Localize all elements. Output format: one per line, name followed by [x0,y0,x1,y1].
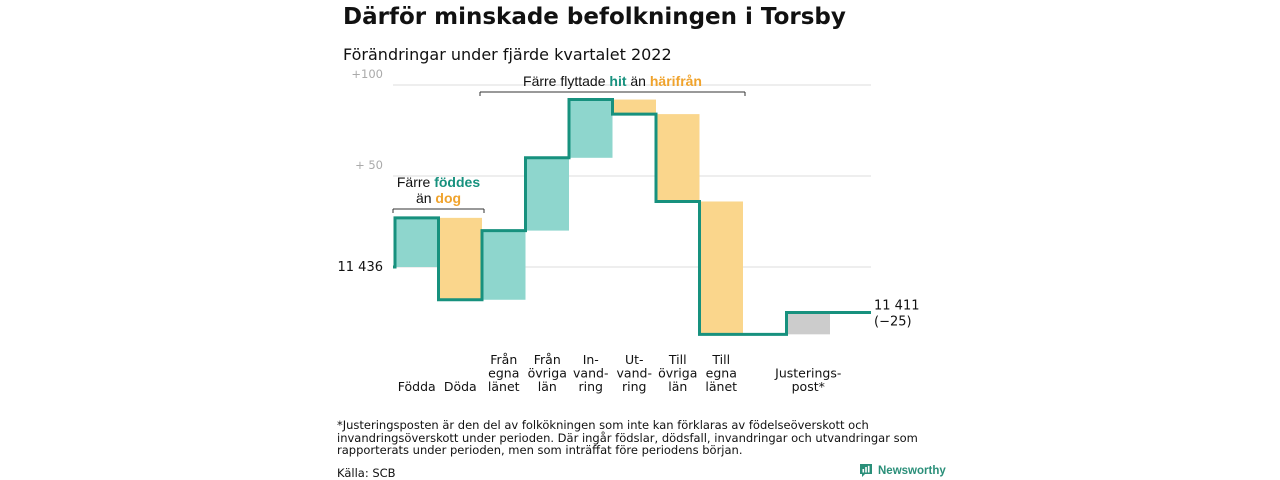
annotation-text: Färre flyttade hit än härifrån [523,73,702,89]
newsworthy-logo-icon [860,464,872,477]
category-label: Justerings-post* [774,366,841,395]
annotation-text: Färre föddes [397,174,480,190]
bar [656,114,700,202]
category-label: Döda [444,379,477,394]
category-label: Till egna länet [705,352,737,394]
bar [786,312,830,335]
bar [699,201,743,335]
bar [482,230,526,300]
footnote: *Justeringsposten är den del av folkökni… [337,418,918,457]
brand-name: Newsworthy [878,464,946,477]
category-label: Från egna länet [488,352,520,394]
cumulative-step-line [393,98,871,336]
chart-title: Därför minskade befolkningen i Torsby [343,4,846,30]
bar [569,99,613,158]
y-tick-label: +100 [351,67,383,81]
category-label: In-vand-ring [573,352,608,394]
chart-subtitle: Förändringar under fjärde kvartalet 2022 [343,45,672,64]
bars [395,99,830,335]
annotation-text: än dog [416,190,461,206]
bar [525,157,569,231]
bar [612,99,656,115]
start-value-label: 11 436 [338,260,384,275]
category-label: Födda [398,379,436,394]
category-label: Ut-vand-ring [617,352,652,394]
source-label: Källa: SCB [337,466,396,480]
bar [395,217,439,267]
brand-logo: Newsworthy [859,463,946,478]
waterfall-chart: +100 + 50 11 436 11 411(−25) Födda Döda Från eg… [338,67,920,394]
category-label: Till övriga län [658,352,697,394]
step-line-group [393,98,871,336]
y-tick-label: + 50 [355,158,383,172]
category-label: Från övriga län [528,352,567,394]
end-value-label: 11 411 [874,299,920,314]
end-change-label: (−25) [874,315,912,330]
bar [438,217,482,300]
labels: +100 + 50 11 436 11 411(−25) Födda Döda Från eg… [338,67,920,394]
